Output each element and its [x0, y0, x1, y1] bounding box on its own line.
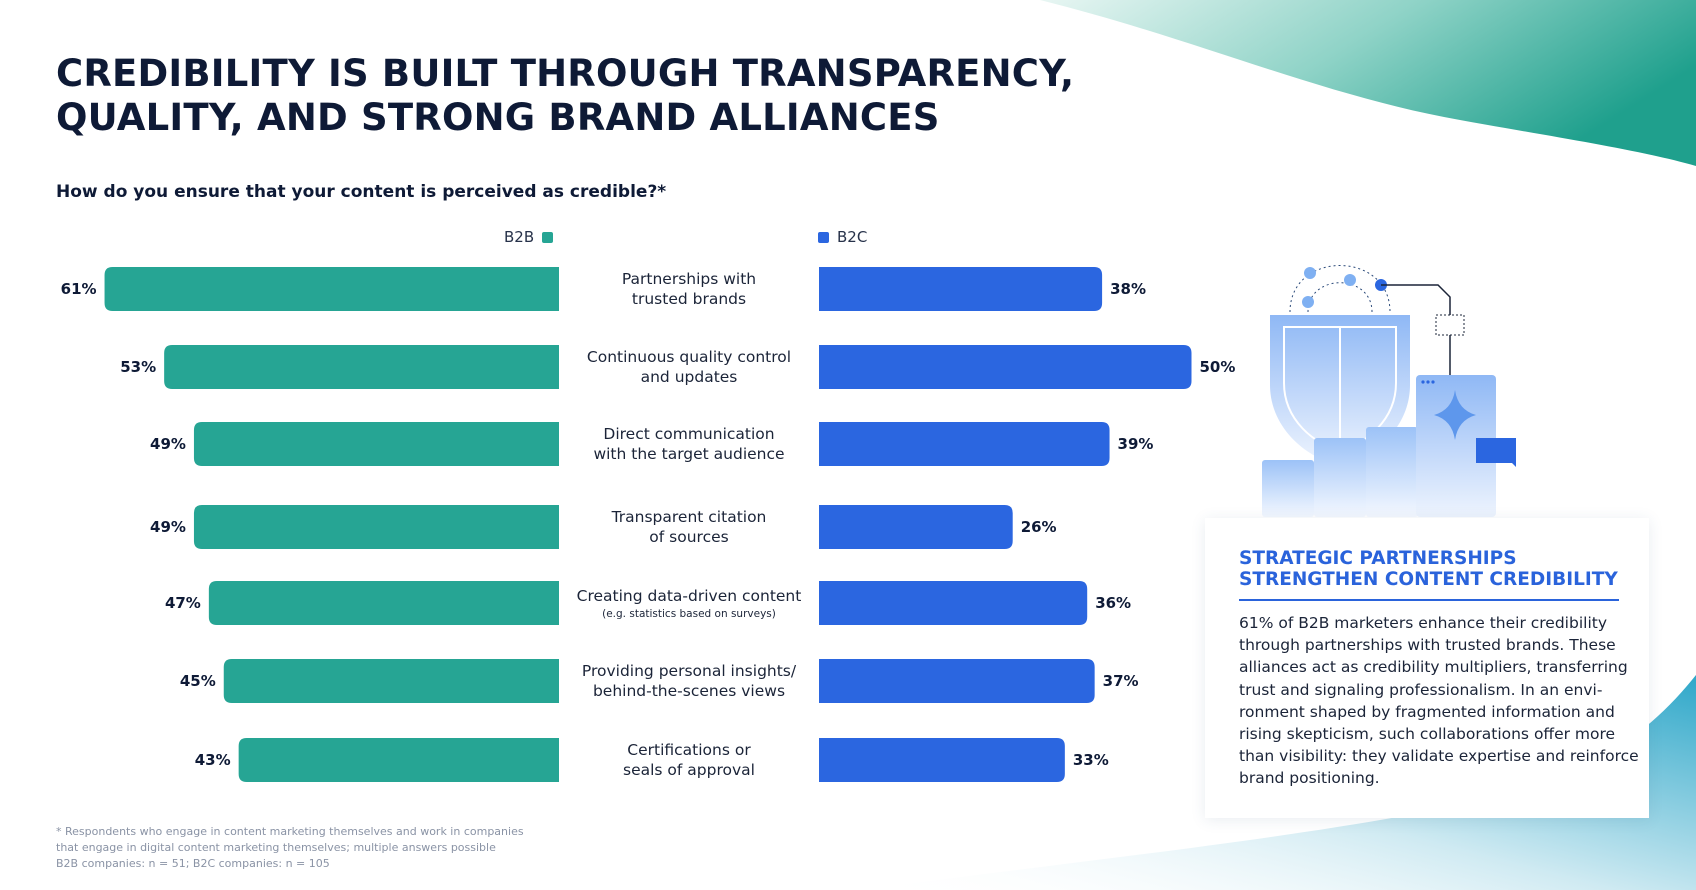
insight-card-body-line: 61% of B2B marketers enhance their credi…	[1239, 614, 1607, 632]
bar-b2c-value-label: 39%	[1118, 435, 1154, 453]
document-card-icon	[1416, 375, 1496, 517]
bar-blocks-icon	[1262, 427, 1418, 517]
bar-b2b	[208, 581, 559, 625]
category-label-line: and updates	[641, 368, 738, 386]
bar-b2c-value-label: 33%	[1073, 751, 1109, 769]
bar-b2b	[238, 738, 559, 782]
bar-b2c-value-label: 38%	[1110, 280, 1146, 298]
connector-line	[1381, 284, 1451, 315]
top-right-wave	[1040, 0, 1696, 166]
category-label-line: Providing personal insights/	[582, 662, 797, 680]
category-label: Partnerships with trusted brands	[622, 270, 756, 308]
bar-b2c	[819, 581, 1088, 625]
bar-b2c-value-label: 50%	[1200, 358, 1236, 376]
diverging-bar-chart: 61% 38% Partnerships with trusted brands 53%…	[61, 267, 1236, 782]
insight-card-body-line: brand positioning.	[1239, 769, 1380, 788]
category-label-line: Creating data-driven content	[577, 587, 802, 605]
category-label-line: Continuous quality control	[587, 348, 791, 366]
bottom-right-wave	[860, 675, 1696, 890]
insight-card-body-line: through partnerships with trusted brands…	[1239, 636, 1616, 655]
bar-b2c	[819, 505, 1013, 549]
category-label-line: Transparent citation	[611, 508, 767, 526]
legend-b2b-label: B2B	[504, 228, 535, 246]
category-label: Transparent citation of sources	[611, 508, 767, 546]
bar-b2b	[104, 267, 560, 311]
sparkle-icon	[1434, 390, 1476, 440]
category-label-line: with the target audience	[593, 445, 784, 463]
bar-b2c	[819, 659, 1095, 703]
category-label-line: seals of approval	[623, 761, 755, 779]
category-label: Certifications or seals of approval	[623, 741, 755, 779]
bar-b2b-value-label: 45%	[180, 672, 216, 690]
bar-b2b	[193, 505, 559, 549]
bar-b2b-value-label: 43%	[195, 751, 231, 769]
bar-b2b	[164, 345, 559, 389]
bar-b2c-value-label: 26%	[1021, 518, 1057, 536]
bar-b2b-value-label: 61%	[61, 280, 97, 298]
footnote-line-1: * Respondents who engage in content mark…	[56, 825, 524, 838]
legend-b2c-label: B2C	[837, 228, 868, 246]
orbit-arc	[1289, 265, 1391, 313]
footnote: * Respondents who engage in content mark…	[56, 824, 524, 872]
category-label-subtext: (e.g. statistics based on surveys)	[602, 608, 776, 620]
legend-b2b: B2B	[504, 228, 554, 246]
orbit-arc-inner	[1307, 282, 1373, 313]
bar-b2c	[819, 267, 1103, 311]
insight-card-body-line: rising skepticism, such collaborations o…	[1239, 725, 1616, 744]
bar-b2b	[193, 422, 559, 466]
footnote-line-2: that engage in digital content marketing…	[56, 841, 496, 854]
category-label-line: of sources	[649, 528, 728, 546]
chat-bubble-icon	[1476, 438, 1516, 467]
survey-question: How do you ensure that your content is p…	[56, 182, 667, 202]
category-label: Creating data-driven content (e.g. statis…	[577, 587, 802, 620]
page-title-line-1: CREDIBILITY IS BUILT THROUGH TRANSPARENC…	[56, 52, 1075, 95]
insight-card-title: STRATEGIC PARTNERSHIPS STRENGTHEN CONTEN…	[1239, 548, 1619, 590]
legend-b2c: B2C	[818, 228, 867, 246]
insight-card-body-line: than visibility: they validate expertise…	[1239, 747, 1639, 766]
category-label-line: behind-the-scenes views	[593, 682, 785, 700]
category-label-line: Direct communication	[603, 425, 774, 443]
category-label: Direct communication with the target audi…	[593, 425, 784, 463]
insight-card: STRATEGIC PARTNERSHIPS STRENGTHEN CONTEN…	[1205, 518, 1649, 818]
bar-b2c-value-label: 37%	[1103, 672, 1139, 690]
insight-card-body: 61% of B2B marketers enhance their credi…	[1239, 612, 1639, 790]
insight-card-title-line-1: STRATEGIC PARTNERSHIPS	[1239, 548, 1517, 569]
legend-b2c-swatch	[818, 231, 829, 243]
category-label: Continuous quality control and updates	[587, 348, 791, 386]
credibility-illustration	[1262, 265, 1516, 517]
category-label: Providing personal insights/behind-the-s…	[582, 662, 797, 700]
bar-b2b-value-label: 53%	[120, 358, 156, 376]
page-title: CREDIBILITY IS BUILT THROUGH TRANSPARENC…	[56, 52, 1074, 140]
page-title-line-2: QUALITY, AND STRONG BRAND ALLIANCES	[56, 96, 940, 139]
category-label-line: Certifications or	[627, 741, 751, 759]
legend-b2b-swatch	[542, 231, 554, 243]
bar-b2c-value-label: 36%	[1095, 594, 1131, 612]
bar-b2c	[819, 345, 1192, 389]
insight-card-title-line-2: STRENGTHEN CONTENT CREDIBILITY	[1239, 569, 1618, 590]
insight-card-body-line: trust and signaling professionalism. In …	[1239, 680, 1603, 699]
insight-card-divider	[1239, 599, 1619, 601]
category-label-line: Partnerships with	[622, 270, 756, 288]
category-label-line: trusted brands	[632, 290, 746, 308]
bar-b2b-value-label: 47%	[165, 594, 201, 612]
insight-card-body-line: alliances act as credibility multipliers…	[1239, 658, 1628, 677]
bar-b2c	[819, 738, 1065, 782]
bar-b2b-value-label: 49%	[150, 518, 186, 536]
insight-card-body-line: ronment shaped by fragmented information…	[1239, 702, 1615, 721]
bar-b2b-value-label: 49%	[150, 435, 186, 453]
bar-b2c	[819, 422, 1110, 466]
bar-b2b	[223, 659, 559, 703]
footnote-line-3: B2B companies: n = 51; B2C companies: n …	[56, 857, 330, 870]
